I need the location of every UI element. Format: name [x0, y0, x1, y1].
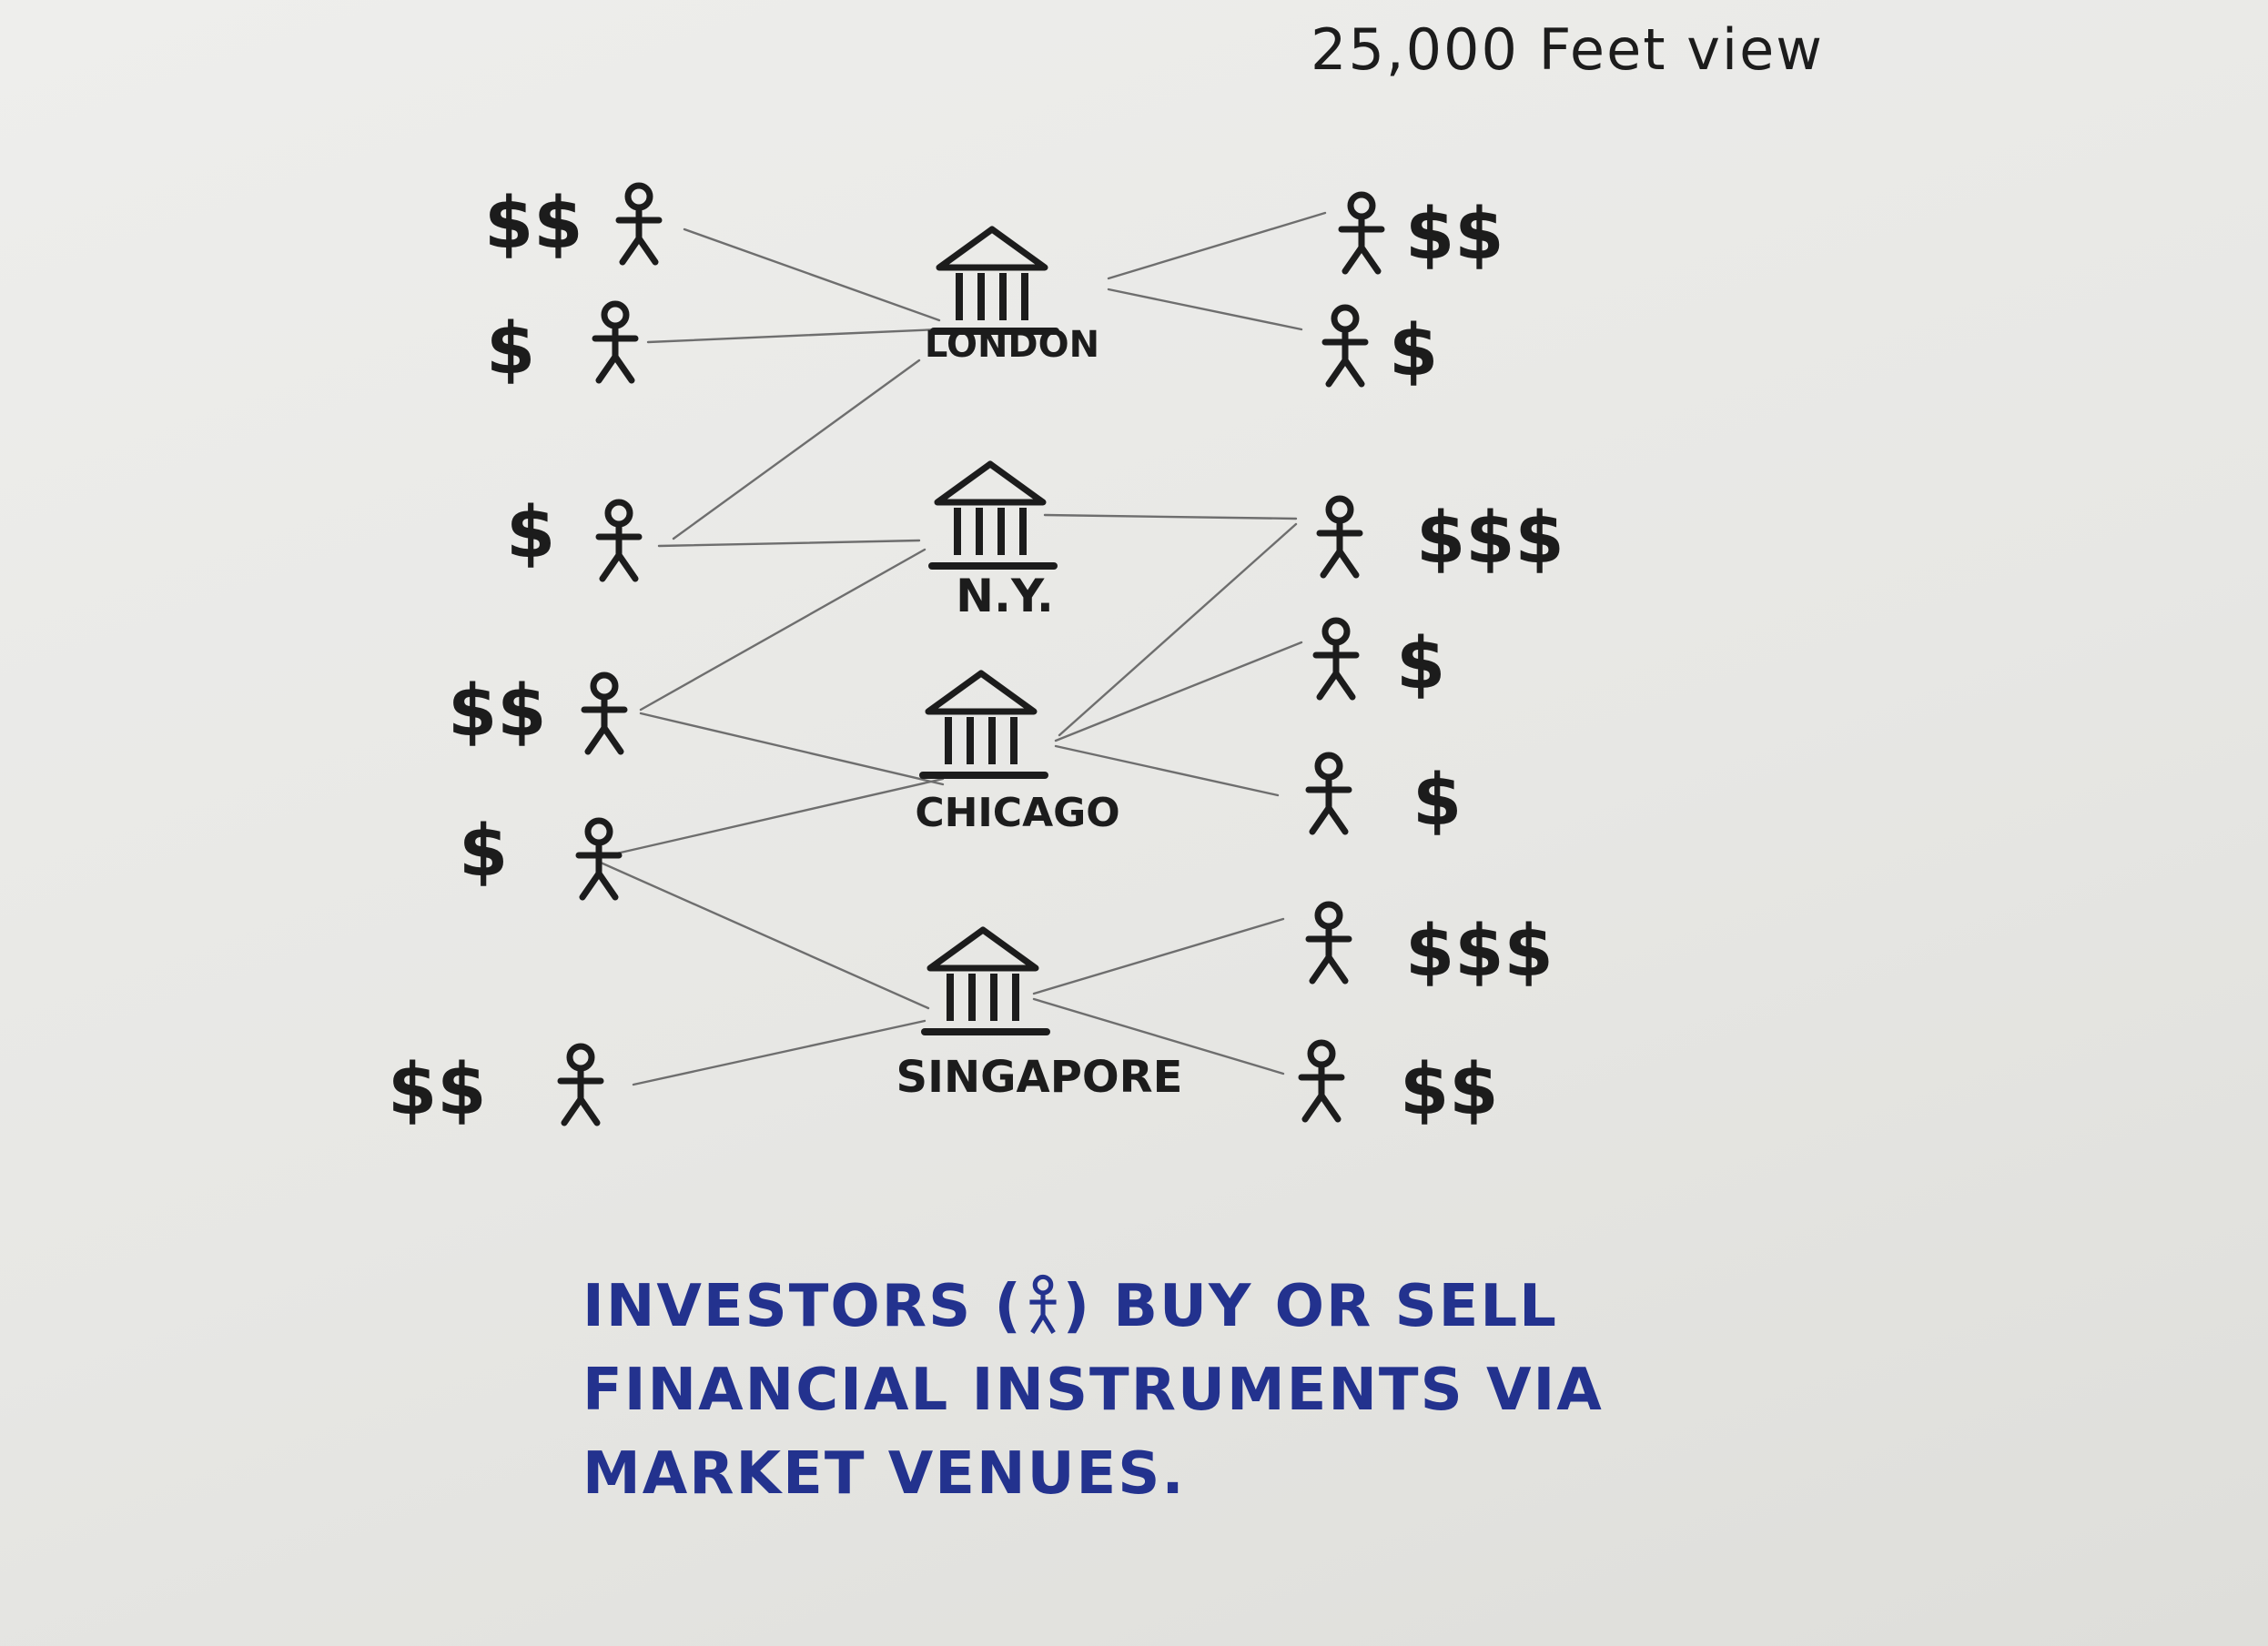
bank-building-icon	[923, 673, 1045, 775]
note-text: ) BUY OR SELL	[1062, 1273, 1558, 1340]
right-investor-3: $$$	[1320, 498, 1564, 580]
venue-label: SINGAPORE	[896, 1052, 1183, 1103]
stick-figure-icon	[584, 675, 624, 752]
left-investor-2: $	[486, 304, 635, 390]
note-line-2: FINANCIAL INSTRUMENTS VIA	[582, 1357, 1604, 1424]
stick-figure-icon	[599, 502, 639, 579]
connection-line	[1107, 211, 1327, 280]
money-amount: $	[1412, 760, 1462, 842]
connection-line	[1032, 917, 1285, 995]
money-amount: $	[1396, 623, 1445, 705]
stick-figure-icon	[1309, 755, 1349, 832]
money-amount: $$	[1405, 194, 1504, 276]
stick-figure-icon	[561, 1046, 601, 1123]
diagram-title: 25,000 Feet view	[1311, 16, 1824, 83]
connection-line	[599, 861, 930, 1010]
stick-figure-icon	[1029, 1274, 1057, 1334]
bank-building-icon	[925, 930, 1047, 1032]
money-amount: $$	[448, 671, 547, 752]
connection-line	[639, 712, 945, 786]
money-amount: $	[506, 492, 555, 574]
connection-line	[1054, 641, 1303, 742]
venue-london: LONDON	[925, 229, 1099, 366]
money-amount: $$$	[1405, 911, 1554, 993]
venue-label: N.Y.	[956, 570, 1054, 622]
connection-line	[1032, 997, 1285, 1075]
stick-figure-icon	[1342, 195, 1382, 271]
venue-label: CHICAGO	[915, 790, 1119, 836]
note-line-3: MARKET VENUES.	[582, 1440, 1186, 1508]
money-amount: $$	[388, 1049, 487, 1131]
venue-label: LONDON	[925, 324, 1099, 366]
explanation-note: INVESTORS ( ) BUY OR SELL FINANCIAL INSTR…	[582, 1265, 1675, 1516]
stick-figure-icon	[1325, 308, 1365, 384]
left-investor-4: $$	[448, 671, 624, 752]
stick-figure-icon	[1316, 621, 1356, 697]
stick-figure-icon	[579, 821, 619, 897]
money-amount: $$	[1400, 1049, 1499, 1131]
right-investor-6: $$$	[1309, 904, 1554, 993]
connection-lines	[599, 211, 1327, 1086]
left-investor-5: $	[459, 811, 619, 897]
note-text: INVESTORS (	[582, 1273, 1023, 1340]
note-line-1: INVESTORS ( ) BUY OR SELL	[582, 1265, 1675, 1348]
stick-figure-icon	[1309, 904, 1349, 981]
connection-line	[1058, 522, 1298, 737]
right-investor-1: $$	[1342, 194, 1504, 276]
connection-line	[1054, 744, 1280, 797]
left-investor-1: $$	[484, 183, 659, 265]
money-amount: $$$	[1416, 498, 1564, 580]
connection-line	[672, 358, 921, 540]
stick-figure-icon	[619, 186, 659, 262]
connection-line	[632, 1019, 926, 1086]
venue-new-york: N.Y.	[932, 464, 1054, 622]
money-amount: $	[1389, 310, 1438, 392]
stick-figure-icon	[1301, 1043, 1342, 1119]
left-investor-6: $$	[388, 1046, 601, 1131]
bank-building-icon	[932, 464, 1054, 566]
right-investor-2: $	[1325, 308, 1438, 392]
connection-line	[639, 548, 926, 712]
stick-figure-icon	[1320, 499, 1360, 575]
right-investor-5: $	[1309, 755, 1462, 842]
connection-line	[657, 539, 921, 548]
money-amount: $	[459, 811, 508, 893]
connection-line	[1043, 513, 1298, 520]
money-amount: $	[486, 308, 535, 390]
left-investor-3: $	[506, 492, 639, 579]
right-investor-7: $$	[1301, 1043, 1499, 1131]
connection-line	[683, 227, 941, 322]
stick-figure-icon	[595, 304, 635, 380]
connection-line	[599, 777, 945, 859]
money-amount: $$	[484, 183, 583, 265]
connection-line	[1107, 288, 1303, 331]
right-investor-4: $	[1316, 621, 1445, 705]
bank-building-icon	[934, 229, 1056, 331]
venue-chicago: CHICAGO	[915, 673, 1120, 836]
connection-line	[646, 328, 941, 344]
venue-singapore: SINGAPORE	[896, 930, 1183, 1103]
